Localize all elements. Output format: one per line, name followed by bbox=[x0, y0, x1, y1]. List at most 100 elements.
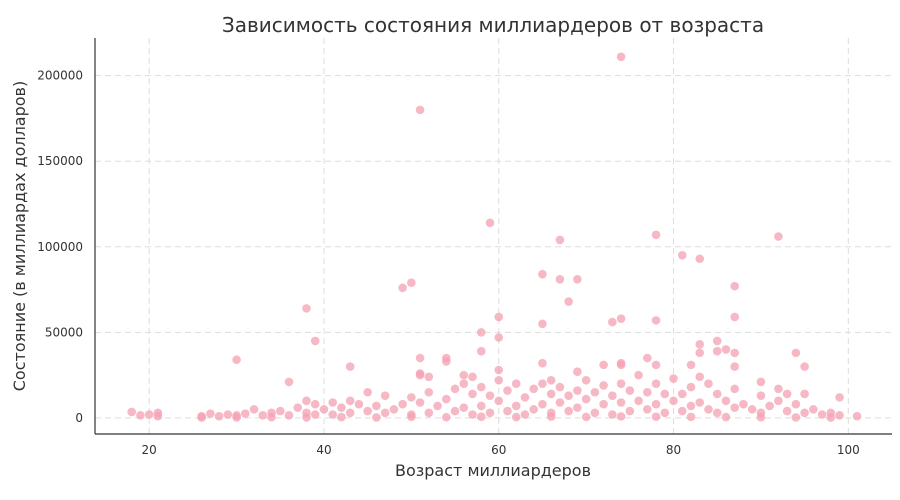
data-point bbox=[197, 413, 206, 422]
data-point bbox=[372, 413, 381, 422]
data-point bbox=[407, 412, 416, 422]
data-point bbox=[363, 387, 372, 397]
data-point bbox=[345, 362, 355, 371]
data-point bbox=[459, 403, 469, 412]
data-point bbox=[826, 413, 836, 422]
data-point bbox=[835, 393, 844, 402]
data-point bbox=[599, 360, 608, 370]
data-point bbox=[704, 405, 713, 414]
data-point bbox=[730, 403, 739, 412]
data-point bbox=[765, 401, 774, 411]
data-point bbox=[599, 381, 608, 390]
data-point bbox=[494, 333, 504, 342]
data-point bbox=[232, 413, 241, 422]
data-point bbox=[310, 399, 320, 409]
data-point bbox=[310, 336, 320, 346]
data-point bbox=[677, 406, 687, 416]
data-point bbox=[573, 386, 582, 395]
data-point bbox=[354, 399, 364, 409]
data-point bbox=[494, 312, 504, 322]
data-point bbox=[153, 411, 163, 421]
data-point bbox=[800, 362, 809, 371]
data-point bbox=[520, 410, 530, 419]
data-point bbox=[249, 405, 259, 414]
data-point bbox=[660, 389, 670, 399]
data-point bbox=[442, 394, 451, 404]
data-point bbox=[608, 391, 617, 400]
data-point bbox=[756, 391, 766, 400]
data-point bbox=[424, 387, 434, 397]
data-point bbox=[564, 391, 573, 400]
data-point bbox=[407, 393, 416, 402]
y-tick-label: 0 bbox=[75, 411, 83, 425]
data-point bbox=[695, 372, 705, 382]
data-point bbox=[380, 391, 390, 400]
chart-title: Зависимость состояния миллиардеров от во… bbox=[222, 13, 764, 37]
data-point bbox=[852, 411, 862, 421]
data-point bbox=[564, 297, 573, 306]
data-point bbox=[625, 386, 635, 395]
data-point bbox=[643, 387, 652, 397]
data-point bbox=[782, 406, 792, 416]
data-point bbox=[608, 317, 617, 327]
data-point bbox=[625, 406, 635, 416]
data-point bbox=[319, 405, 329, 414]
data-point bbox=[503, 386, 512, 395]
data-point bbox=[267, 412, 276, 422]
data-point bbox=[302, 396, 311, 406]
x-tick-label: 40 bbox=[316, 443, 331, 457]
data-point bbox=[450, 406, 460, 416]
data-point bbox=[302, 413, 311, 422]
data-point bbox=[599, 399, 608, 409]
data-point bbox=[415, 370, 425, 380]
data-point bbox=[686, 401, 696, 411]
data-point bbox=[555, 235, 565, 245]
data-point bbox=[800, 389, 809, 399]
data-point bbox=[616, 379, 626, 388]
data-point bbox=[415, 398, 425, 407]
data-point bbox=[712, 408, 722, 418]
data-point bbox=[206, 409, 215, 418]
data-point bbox=[415, 353, 425, 363]
data-point bbox=[782, 389, 792, 399]
data-point bbox=[459, 370, 469, 380]
data-point bbox=[712, 346, 722, 356]
data-point bbox=[511, 401, 521, 411]
data-point bbox=[485, 391, 495, 400]
data-point bbox=[476, 401, 486, 411]
data-point bbox=[564, 406, 573, 416]
data-point bbox=[468, 410, 477, 419]
data-point bbox=[345, 396, 355, 406]
data-point bbox=[459, 379, 469, 388]
data-point bbox=[686, 382, 696, 392]
x-axis-label: Возраст миллиардеров bbox=[395, 461, 591, 480]
data-point bbox=[651, 412, 661, 422]
data-point bbox=[468, 372, 477, 382]
data-point bbox=[651, 360, 661, 370]
data-point bbox=[695, 340, 705, 349]
data-point bbox=[494, 396, 504, 406]
grid bbox=[95, 38, 892, 434]
data-point bbox=[546, 412, 556, 421]
data-point bbox=[651, 399, 661, 409]
data-point bbox=[546, 389, 556, 399]
data-point bbox=[476, 346, 486, 356]
data-point bbox=[712, 336, 722, 346]
data-point bbox=[241, 409, 250, 418]
x-tick-label: 100 bbox=[837, 443, 860, 457]
data-point bbox=[284, 411, 294, 420]
data-point bbox=[494, 375, 504, 385]
data-point bbox=[686, 412, 696, 422]
data-point bbox=[774, 396, 783, 406]
data-point bbox=[302, 304, 311, 313]
data-point bbox=[529, 405, 538, 414]
data-point bbox=[695, 348, 705, 358]
data-point bbox=[538, 358, 547, 368]
data-point bbox=[546, 375, 556, 385]
data-point bbox=[337, 403, 346, 412]
data-point bbox=[669, 374, 678, 383]
data-point bbox=[284, 377, 294, 387]
data-point bbox=[835, 411, 844, 420]
y-tick-label: 50000 bbox=[45, 325, 83, 339]
data-point bbox=[538, 269, 547, 279]
